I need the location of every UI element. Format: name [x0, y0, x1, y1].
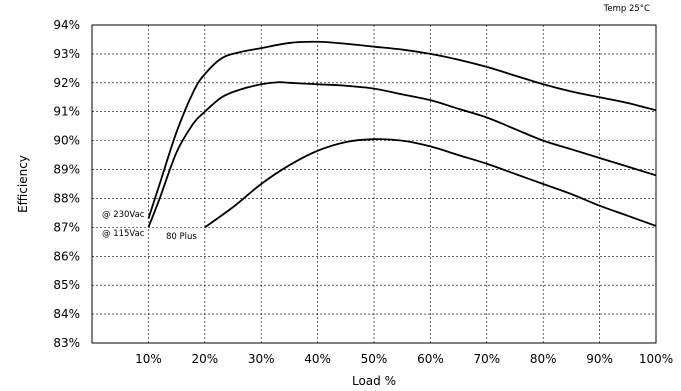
plot-frame [91, 24, 657, 344]
x-tick-label: 20% [191, 352, 218, 366]
chart-subtitle: Temp 25°C [603, 4, 650, 14]
y-tick-label: 94% [53, 18, 80, 32]
series-annotations: @ 230Vac @ 115Vac 80 Plus [102, 210, 197, 242]
y-tick-label: 85% [53, 278, 80, 292]
y-tick-label: 89% [53, 163, 80, 177]
series-line-2 [204, 138, 657, 229]
series-layer [147, 40, 657, 229]
series-label-1: @ 115Vac [102, 229, 145, 239]
y-tick-label: 87% [53, 220, 80, 234]
x-tick-label: 50% [361, 352, 388, 366]
y-tick-label: 88% [53, 191, 80, 205]
x-tick-label: 60% [417, 352, 444, 366]
y-tick-label: 84% [53, 307, 80, 321]
grid-layer [92, 25, 656, 343]
y-tick-label: 92% [53, 76, 80, 90]
series-line-1 [147, 81, 657, 228]
x-tick-label: 90% [586, 352, 613, 366]
x-tick-label: 70% [473, 352, 500, 366]
x-tick-labels: 10% 20% 30% 40% 50% 60% 70% 80% 90% 100% [135, 352, 673, 366]
x-tick-label: 40% [304, 352, 331, 366]
x-tick-label: 100% [639, 352, 673, 366]
x-tick-label: 10% [135, 352, 162, 366]
x-axis-label: Load % [352, 374, 396, 388]
y-tick-label: 86% [53, 249, 80, 263]
series-label-0: @ 230Vac [102, 210, 145, 220]
y-tick-labels: 83% 84% 85% 86% 87% 88% 89% 90% 91% 92% 93% 94% [53, 18, 80, 350]
y-tick-label: 90% [53, 134, 80, 148]
y-axis-label: Efficiency [16, 155, 30, 213]
y-tick-label: 83% [53, 336, 80, 350]
series-line-0 [147, 40, 657, 219]
y-tick-label: 93% [53, 47, 80, 61]
y-tick-label: 91% [53, 105, 80, 119]
x-tick-label: 80% [530, 352, 557, 366]
x-tick-label: 30% [248, 352, 275, 366]
series-label-2: 80 Plus [166, 232, 197, 242]
